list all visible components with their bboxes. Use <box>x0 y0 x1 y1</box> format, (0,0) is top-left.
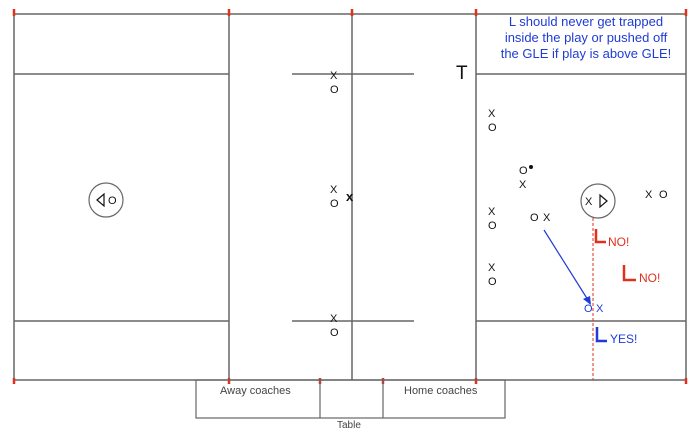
player-o: O <box>488 276 497 288</box>
right-basket-circle <box>580 183 616 219</box>
away-coaches-label: Away coaches <box>220 385 291 397</box>
no-label-1: NO! <box>608 235 629 249</box>
player-x: X <box>330 184 338 196</box>
no-label-2: NO! <box>639 271 660 285</box>
player-o: O <box>659 189 668 201</box>
yes-label: YES! <box>610 332 637 346</box>
table-label: Table <box>337 420 361 430</box>
lead-position-no-1 <box>594 229 606 244</box>
player-o: O <box>488 122 497 134</box>
home-coaches-label: Home coaches <box>404 385 478 397</box>
scorer-table-area <box>195 379 506 419</box>
player-x: X <box>519 179 527 191</box>
player-x-blue: X <box>596 303 604 315</box>
lead-position-yes <box>595 327 607 343</box>
player-o: O <box>530 212 539 224</box>
lead-position-no-2 <box>622 265 636 282</box>
player-o: O <box>519 165 528 177</box>
player-o-blue: O <box>584 303 593 315</box>
player-o: O <box>330 84 339 96</box>
player-x: X <box>488 262 496 274</box>
ball-icon <box>529 165 533 169</box>
player-x: X <box>645 189 653 201</box>
left-arrow-icon <box>96 192 105 208</box>
trail-referee-label: T <box>456 63 468 84</box>
left-basket-circle <box>88 182 124 218</box>
guidance-note: L should never get trapped inside the pl… <box>486 14 686 62</box>
player-x: X <box>330 313 338 325</box>
player-o: O <box>330 198 339 210</box>
movement-arrow-head <box>583 296 591 305</box>
player-x: X <box>330 70 338 82</box>
player-o: O <box>108 195 117 207</box>
movement-arrow-line <box>543 229 589 301</box>
player-x: X <box>488 206 496 218</box>
note-line: inside the play or pushed off <box>504 30 668 45</box>
player-x: X <box>488 108 496 120</box>
right-arrow-icon <box>599 193 608 209</box>
player-o: O <box>488 220 497 232</box>
note-line: the GLE if play is above GLE! <box>500 46 672 61</box>
note-line: L should never get trapped <box>508 14 664 29</box>
center-official-x: x <box>346 189 354 204</box>
player-x: X <box>585 196 593 208</box>
player-x: X <box>543 212 551 224</box>
player-o: O <box>330 327 339 339</box>
